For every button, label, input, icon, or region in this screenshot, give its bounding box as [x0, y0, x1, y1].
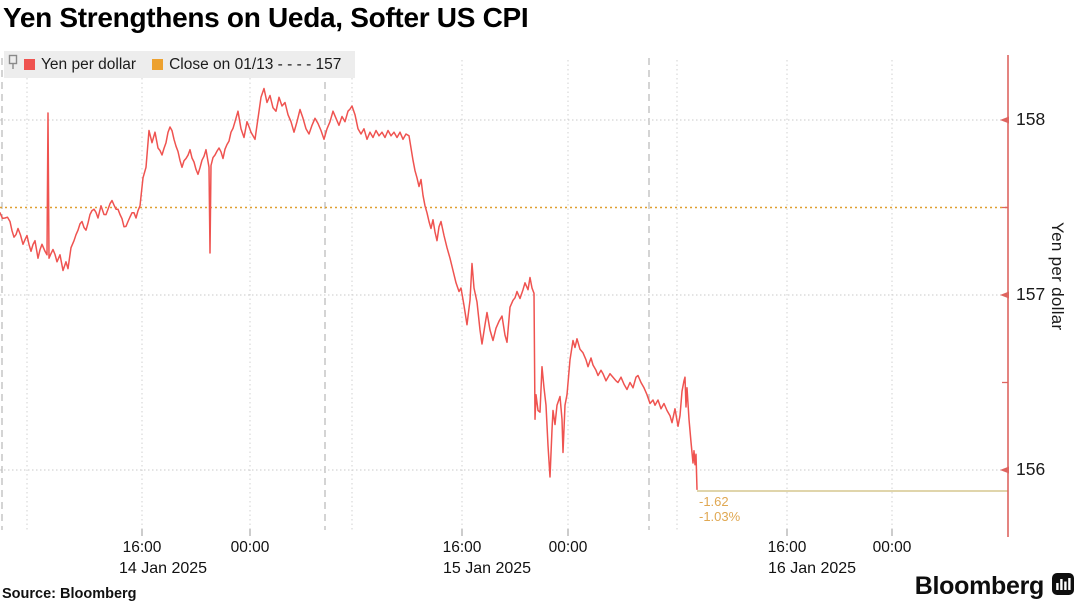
x-date-label-0: 14 Jan 2025 [118, 560, 208, 577]
pct-change-annotation: -1.03% [699, 509, 741, 524]
y-tick-label-156: 156 [1016, 459, 1046, 479]
y-axis-title: Yen per dollar [1048, 222, 1067, 331]
x-date-label-1: 15 Jan 2025 [442, 560, 532, 577]
yen-series-swatch [24, 59, 35, 70]
pin-icon [8, 54, 19, 75]
legend-item-close-label: Close on 01/13 - - - - 157 [169, 55, 342, 73]
x-tick-label-5: 00:00 [872, 539, 912, 556]
legend-item-close: Close on 01/13 - - - - 157 [152, 56, 341, 74]
bloomberg-brand: Bloomberg [915, 572, 1074, 601]
y-axis-tick-arrow [1000, 291, 1009, 299]
y-tick-label-158: 158 [1016, 109, 1046, 129]
bloomberg-logo-icon [1052, 573, 1074, 600]
x-tick-label-4: 16:00 [767, 539, 807, 556]
legend-item-yen: Yen per dollar [24, 56, 136, 74]
y-axis-tick-arrow [1000, 116, 1009, 124]
source-credit: Source: Bloomberg [2, 586, 137, 602]
x-tick-label-3: 00:00 [548, 539, 588, 556]
x-tick-label-2: 16:00 [442, 539, 482, 556]
legend-item-yen-label: Yen per dollar [41, 55, 137, 73]
bloomberg-wordmark: Bloomberg [914, 572, 1045, 600]
y-tick-label-157: 157 [1016, 284, 1046, 304]
chart-title: Yen Strengthens on Ueda, Softer US CPI [3, 2, 529, 33]
close-series-swatch [152, 59, 164, 70]
y-axis-tick-arrow [1000, 466, 1009, 474]
x-date-label-2: 16 Jan 2025 [767, 560, 857, 577]
yen-series-line [0, 87, 698, 491]
x-tick-label-0: 16:00 [122, 539, 162, 556]
legend: Yen per dollar Close on 01/13 - - - - 15… [4, 51, 356, 78]
change-annotation: -1.62 [699, 494, 729, 509]
x-tick-label-1: 00:00 [230, 539, 270, 556]
